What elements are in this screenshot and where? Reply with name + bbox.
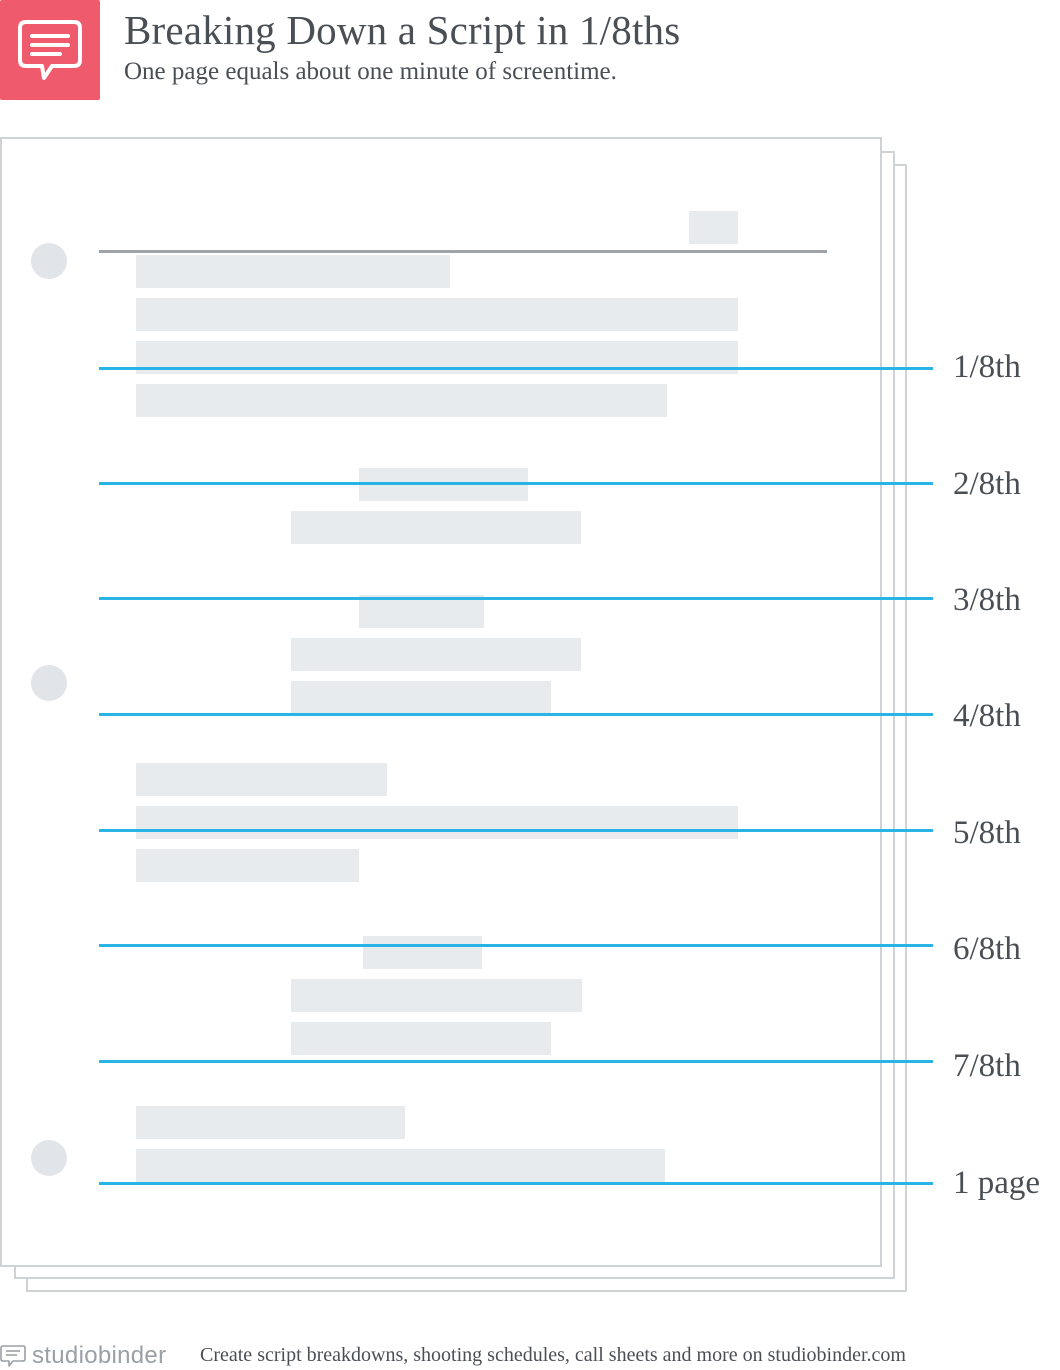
marker-line-2-8 <box>99 482 933 485</box>
marker-line-6-8 <box>99 944 933 947</box>
action-line-placeholder <box>136 384 667 417</box>
marker-line-4-8 <box>99 713 933 716</box>
marker-label-1-page: 1 page <box>953 1165 1041 1201</box>
dialogue-line-placeholder <box>291 1022 551 1055</box>
footer-text: Create script breakdowns, shooting sched… <box>200 1344 906 1366</box>
binder-hole-top <box>31 243 67 279</box>
action-line-placeholder <box>136 298 738 331</box>
logo <box>0 0 100 100</box>
marker-line-1-page <box>99 1182 933 1185</box>
marker-line-1-8 <box>99 367 933 370</box>
binder-hole-bottom <box>31 1140 67 1176</box>
dialogue-line-placeholder <box>291 638 581 671</box>
action-line-placeholder <box>136 763 387 796</box>
marker-label-3-8: 3/8th <box>953 582 1021 618</box>
action-line-placeholder <box>136 806 738 839</box>
scene-heading-placeholder <box>136 255 450 288</box>
action-line-placeholder <box>136 849 359 882</box>
marker-label-4-8: 4/8th <box>953 698 1021 734</box>
marker-line-3-8 <box>99 597 933 600</box>
marker-label-1-8: 1/8th <box>953 349 1021 385</box>
marker-label-2-8: 2/8th <box>953 466 1021 502</box>
chat-bubble-icon <box>0 1345 26 1367</box>
footer-brand: studiobinder <box>0 1342 167 1369</box>
page-number-placeholder <box>689 211 738 244</box>
marker-label-5-8: 5/8th <box>953 815 1021 851</box>
marker-label-7-8: 7/8th <box>953 1048 1021 1084</box>
character-name-placeholder <box>363 936 482 969</box>
action-line-placeholder <box>136 1106 405 1139</box>
dialogue-line-placeholder <box>291 681 551 714</box>
page-top-rule <box>99 250 827 253</box>
footer-brand-name: studiobinder <box>32 1342 167 1369</box>
binder-hole-middle <box>31 665 67 701</box>
marker-line-5-8 <box>99 829 933 832</box>
chat-bubble-icon <box>18 20 82 80</box>
dialogue-line-placeholder <box>291 511 581 544</box>
page-title: Breaking Down a Script in 1/8ths <box>124 7 681 53</box>
marker-label-6-8: 6/8th <box>953 931 1021 967</box>
dialogue-line-placeholder <box>291 979 582 1012</box>
page-subtitle: One page equals about one minute of scre… <box>124 58 617 85</box>
action-line-placeholder <box>136 1149 665 1182</box>
marker-line-7-8 <box>99 1060 933 1063</box>
character-name-placeholder <box>359 595 484 628</box>
